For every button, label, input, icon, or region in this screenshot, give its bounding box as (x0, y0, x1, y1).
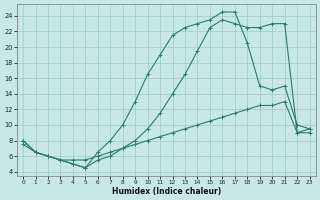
X-axis label: Humidex (Indice chaleur): Humidex (Indice chaleur) (112, 187, 221, 196)
